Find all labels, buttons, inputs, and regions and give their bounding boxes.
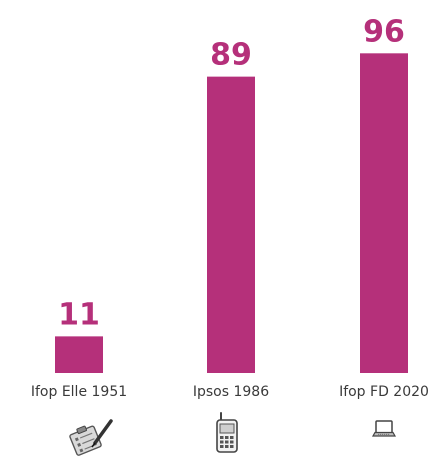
bars-layer xyxy=(55,53,408,373)
bar-1 xyxy=(55,336,103,373)
category-label: Ifop Elle 1951 xyxy=(31,384,127,400)
category-labels-layer: Ifop Elle 1951 Ipsos 1986 Ifop FD 2020 xyxy=(31,384,429,400)
bar-3 xyxy=(360,53,408,373)
bar-2 xyxy=(207,76,255,373)
category-label: Ifop FD 2020 xyxy=(339,384,429,400)
mobile-phone-icon xyxy=(216,412,238,453)
category-label: Ipsos 1986 xyxy=(193,384,269,400)
bar-value-label: 11 xyxy=(58,297,100,332)
bar-value-label: 89 xyxy=(210,38,252,73)
clipboard-pen-icon xyxy=(69,419,113,456)
bar-value-label: 96 xyxy=(363,14,405,49)
category-icons-layer xyxy=(69,412,397,456)
value-labels-layer: 11 89 96 xyxy=(58,14,405,332)
laptop-icon xyxy=(371,420,397,437)
